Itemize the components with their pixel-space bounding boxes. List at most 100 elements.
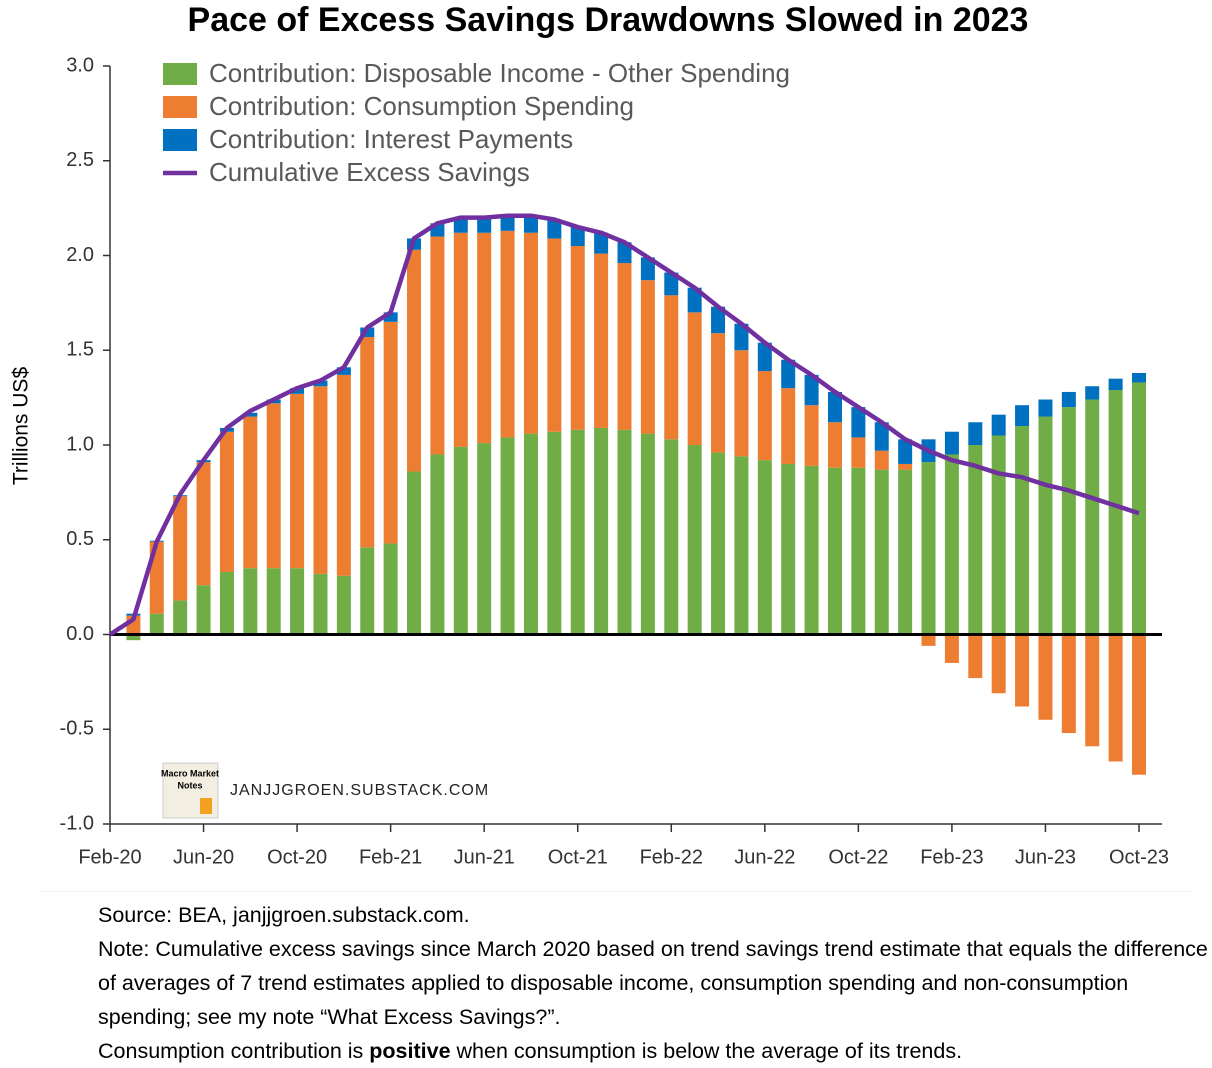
bar [430,454,445,635]
bar [1038,634,1053,720]
y-tick-label: 0.5 [66,528,94,550]
bar [664,295,679,440]
bar [266,403,281,569]
bar [944,431,959,455]
bar [1015,634,1030,707]
bar [921,462,936,635]
bar [664,272,679,296]
bar [874,469,889,635]
bar [640,257,655,281]
bar [991,435,1006,635]
bar [477,232,492,444]
bar [453,446,468,635]
bar [734,323,749,351]
bar [570,429,585,635]
watermark: JANJJGROEN.SUBSTACK.COM [230,782,489,799]
y-tick-label: -1.0 [60,812,94,834]
bar [266,568,281,635]
x-tick-label: Feb-20 [78,846,141,868]
bar [547,219,562,239]
bar [547,238,562,432]
chart: Pace of Excess Savings Drawdowns Slowed … [10,1,1192,893]
x-tick-label: Jun-22 [734,846,795,868]
x-tick-label: Jun-20 [173,846,234,868]
bar [1132,382,1146,635]
bar [500,230,515,438]
x-tick-label: Feb-23 [920,846,983,868]
bar [196,462,211,586]
bar [827,391,842,423]
x-tick-label: Feb-22 [640,846,703,868]
y-tick-label: 1.5 [66,339,94,361]
bar [968,422,983,445]
bar [617,263,632,430]
bar [196,585,211,635]
logo-text: Macro Market [161,768,219,778]
bar [874,422,889,451]
note-text: Consumption contribution is [98,1039,370,1063]
bar [711,306,726,334]
bar [594,427,609,635]
legend-swatch [163,129,197,151]
x-tick-label: Jun-23 [1015,846,1076,868]
bar [383,321,398,544]
y-tick-label: 0.0 [66,623,94,645]
bar [781,388,796,464]
legend-label: Contribution: Consumption Spending [209,91,634,121]
bar [243,416,258,569]
bar [921,634,936,646]
bar [243,412,258,417]
y-tick-label: 3.0 [66,54,94,76]
logo-icon [200,798,212,814]
bar [1038,416,1053,635]
bar [523,433,538,635]
y-tick-label: -0.5 [60,718,94,740]
note-emphasis: positive [369,1039,451,1063]
bar [1061,407,1076,635]
bar [757,371,772,461]
bar [898,439,913,464]
bar [664,439,679,635]
bar [383,312,398,322]
bar [290,568,305,635]
bar [781,463,796,635]
legend-label: Contribution: Interest Payments [209,124,573,154]
bar [687,312,702,445]
bar [477,217,492,233]
note: Note: Cumulative excess savings since Ma… [98,937,1208,1029]
bar [851,467,866,635]
bar [313,573,328,635]
notes: Source: BEA, janjjgroen.substack.com. No… [98,898,1210,1068]
legend-label: Cumulative Excess Savings [209,157,530,187]
bar [407,471,422,635]
bar [781,359,796,389]
bar [1061,634,1076,734]
x-tick-label: Oct-22 [828,846,888,868]
bar [594,232,609,254]
bar [827,467,842,635]
bar [336,367,351,375]
bar [149,613,164,635]
bar [711,333,726,453]
bar [1061,391,1076,408]
note: Consumption contribution is positive whe… [98,1034,1210,1068]
bar [500,215,515,231]
bar [944,454,959,635]
bar [991,634,1006,694]
bar [1015,405,1030,427]
bar [219,431,234,572]
note-text: when consumption is below the average of… [450,1039,963,1063]
legend-swatch [163,63,197,85]
bar [126,634,141,641]
bar [430,236,445,455]
chart-title: Pace of Excess Savings Drawdowns Slowed … [188,1,1029,39]
bar [874,450,889,470]
bar [898,469,913,635]
bar [407,249,422,472]
bar [173,600,188,635]
bar [898,463,913,470]
bar [1132,372,1146,383]
line [108,213,1140,637]
bar [968,445,983,635]
